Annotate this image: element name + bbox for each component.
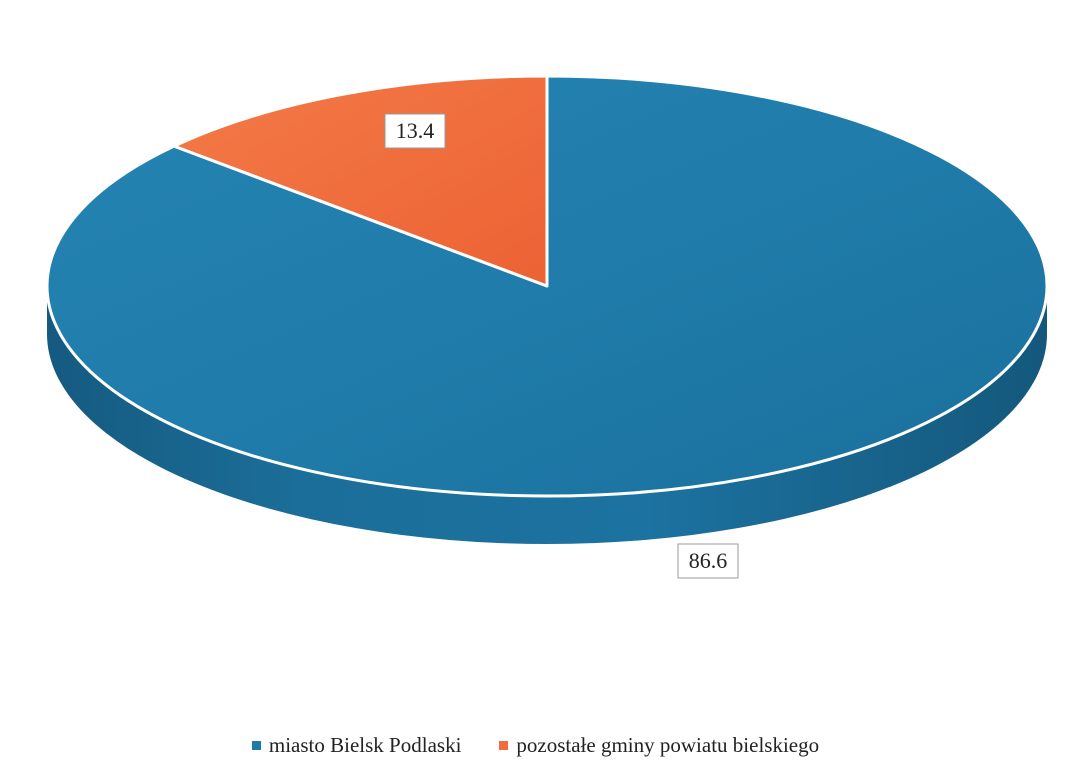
data-labels-layer: 86.6 13.4 [384, 113, 739, 579]
slice-side-miasto [47, 286, 1047, 544]
legend-swatch-miasto [251, 741, 261, 750]
data-label-pozostale: 13.4 [384, 113, 446, 149]
data-label-miasto: 86.6 [677, 543, 739, 579]
legend-item-miasto: miasto Bielsk Podlaski [251, 733, 462, 758]
data-label-miasto-text: 86.6 [689, 548, 728, 573]
data-label-pozostale-text: 13.4 [396, 118, 435, 143]
legend-label-pozostale: pozostałe gminy powiatu bielskiego [516, 733, 820, 757]
legend-item-pozostale: pozostałe gminy powiatu bielskiego [499, 733, 819, 758]
slices-layer [45, 74, 1049, 544]
legend: miasto Bielsk Podlaski pozostałe gminy p… [0, 733, 1071, 758]
slice-pozostale [172, 74, 549, 288]
legend-swatch-pozostale [499, 741, 509, 750]
legend-label-miasto: miasto Bielsk Podlaski [268, 733, 462, 757]
